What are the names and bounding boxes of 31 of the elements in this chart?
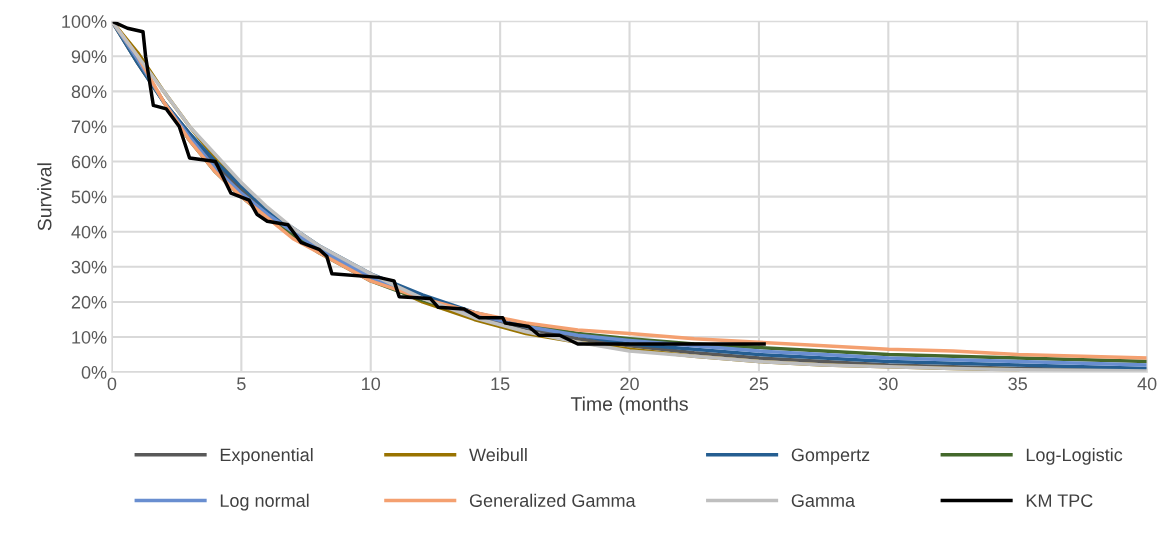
line-series	[111, 21, 766, 346]
legend-label: Weibull	[469, 448, 527, 462]
x-tick-label: 5	[237, 377, 246, 391]
legend-label: Gamma	[791, 494, 856, 507]
legend-label: Generalized Gamma	[469, 493, 636, 507]
y-tick-label: 30%	[71, 260, 107, 274]
y-tick-label: 60%	[71, 155, 107, 169]
legend-label: Gompertz	[791, 448, 870, 465]
x-tick-label: 35	[1008, 377, 1027, 391]
y-tick-label: 70%	[71, 120, 107, 134]
y-tick-label: 100%	[62, 15, 107, 28]
legend-label: Log normal	[220, 493, 309, 511]
x-tick-label: 10	[362, 377, 381, 391]
y-tick-label: 0%	[81, 366, 107, 379]
x-tick-label: 15	[491, 377, 510, 391]
x-axis-title: Time (months	[570, 396, 688, 415]
x-tick-label: 40	[1137, 377, 1157, 391]
x-tick-label: 30	[878, 377, 898, 391]
x-tick-label: 20	[620, 377, 639, 391]
y-tick-label: 80%	[71, 85, 107, 99]
legend-label: Exponential	[220, 448, 313, 465]
x-tick-label: 25	[749, 377, 769, 391]
y-tick-label: 20%	[71, 295, 107, 309]
x-tick-label: 0	[107, 377, 117, 391]
y-axis-title: Survival	[37, 163, 52, 231]
legend-label: Log-Logistic	[1026, 448, 1123, 465]
y-tick-label: 50%	[71, 190, 107, 204]
y-tick-label: 10%	[72, 330, 107, 344]
y-tick-label: 90%	[71, 50, 107, 64]
legend-label: KM TPC	[1026, 494, 1093, 507]
y-tick-label: 40%	[71, 225, 107, 239]
